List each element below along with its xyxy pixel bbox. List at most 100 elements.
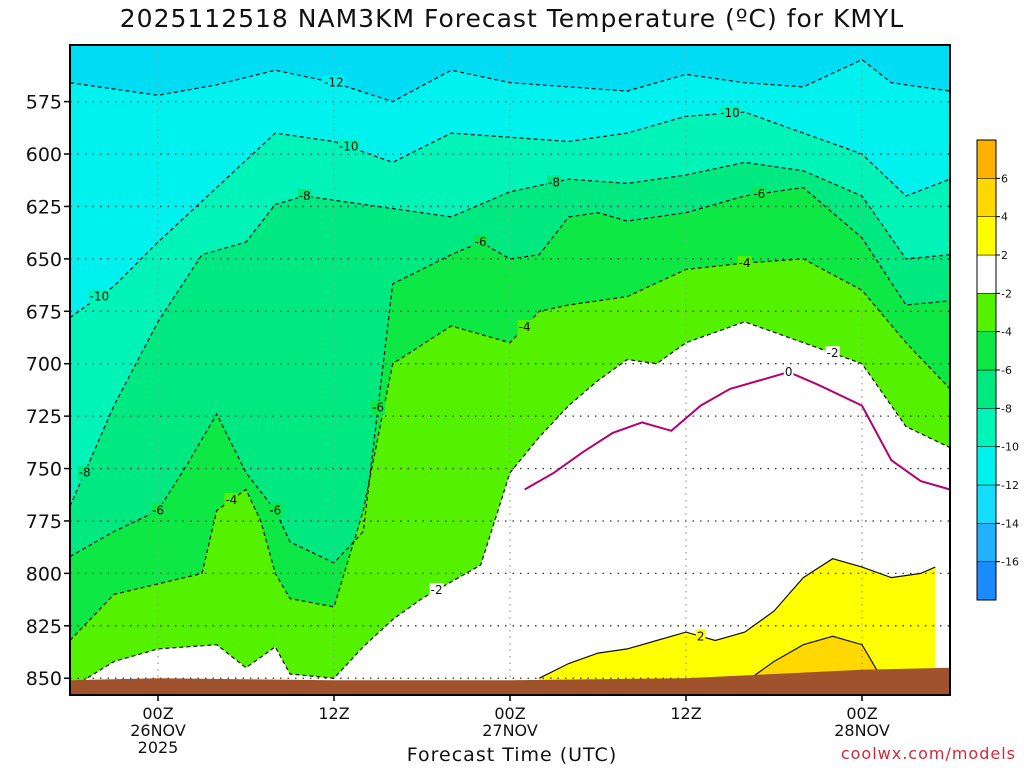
colorbar-swatch [976, 484, 997, 524]
colorbar-label: -6 [1001, 364, 1012, 377]
x-tick-label: 00Z [494, 704, 525, 723]
terrain-fill [70, 667, 950, 695]
contour-label-bg [151, 503, 165, 518]
y-tick-label: 850 [26, 668, 62, 690]
contour-line--2 [69, 321, 951, 690]
contour-label: -10 [90, 290, 110, 304]
contour-label: -6 [475, 235, 487, 249]
contour-label: -6 [269, 503, 281, 517]
colorbar-label: -16 [1001, 556, 1019, 569]
contour-label-bg [77, 465, 92, 480]
y-tick-label: 650 [26, 249, 62, 271]
contour-label: 0 [785, 365, 793, 379]
y-axis: 575 600 625 650 675 700 725 750 775 800 825 850 [26, 92, 70, 690]
contour-label: -4 [225, 493, 237, 507]
y-tick-label: 800 [26, 563, 62, 585]
contour-label: -2 [827, 346, 839, 360]
chart-title: 2025112518 NAM3KM Forecast Temperature (… [119, 4, 905, 33]
x-tick-label: 00Z [142, 704, 173, 723]
contour-line--10 [69, 111, 951, 319]
colorbar-swatch [976, 178, 997, 217]
contour-label-bg [695, 629, 706, 644]
y-tick-label: 725 [26, 406, 62, 428]
contour-label: -6 [753, 187, 765, 201]
colorbar-label: 2 [1001, 249, 1008, 262]
y-tick-label: 750 [26, 459, 62, 481]
x-tick-label: 28NOV [834, 721, 890, 740]
contour-label-bg [268, 503, 283, 518]
contour-label: -10 [339, 140, 359, 154]
colorbar-label: -10 [1001, 441, 1019, 454]
colorbar-label: -8 [1001, 402, 1012, 415]
y-tick-label: 625 [26, 196, 62, 218]
contour-label: -2 [431, 583, 443, 597]
contour-label-bg [371, 400, 385, 415]
contour-labels: -12 -10 -10 -10 -8 -8 -8 -6 -6 -6 -6 -4 -4 -4 -2 -2 0 2 -6 [77, 75, 840, 644]
contour-label-bg [719, 106, 741, 121]
y-tick-label: 575 [26, 92, 62, 114]
contour-label: -8 [548, 175, 560, 189]
colorbar-swatch [976, 408, 997, 447]
y-tick-label: 775 [26, 511, 62, 533]
contour-label: -10 [720, 106, 740, 120]
colorbar-label: 6 [1001, 172, 1008, 185]
colorbar-swatch [976, 216, 997, 256]
contour-label-bg [88, 289, 111, 304]
contour-line-2 [539, 558, 936, 679]
x-tick-label: 2025 [138, 738, 179, 757]
contour-label-bg [547, 175, 561, 190]
terrain [70, 667, 950, 695]
contour-label-bg [323, 75, 345, 90]
contour-label-bg [517, 320, 532, 335]
credit-link[interactable]: coolwx.com/models [840, 744, 1016, 763]
colorbar-swatch [976, 561, 997, 601]
contour-line--12 [69, 59, 951, 103]
contour-label: -6 [152, 503, 164, 517]
x-tick-label: 12Z [318, 704, 349, 723]
contour-label-bg [337, 139, 360, 154]
colorbar-swatch [976, 523, 997, 562]
contour-label-bg [783, 365, 794, 380]
contour-label-bg [752, 186, 767, 201]
contour-label: 2 [697, 629, 705, 643]
contour-label: -4 [519, 320, 531, 334]
y-tick-label: 675 [26, 301, 62, 323]
colorbar-label: -2 [1001, 287, 1012, 300]
colorbar-swatch [976, 331, 997, 371]
x-tick-label: 26NOV [130, 721, 186, 740]
contour-line-4 [744, 635, 878, 683]
colorbar-label: -14 [1001, 517, 1019, 530]
contour-label-bg [429, 583, 444, 598]
contour-line-0 [524, 371, 951, 491]
contour-label-bg [825, 346, 840, 361]
grid-lines [70, 45, 950, 695]
colorbar-swatch [976, 369, 997, 409]
y-tick-label: 700 [26, 354, 62, 376]
contour-line--4 [69, 258, 951, 641]
contour-label-bg [473, 235, 488, 250]
contour-label: -8 [299, 189, 311, 203]
band--2 [70, 321, 950, 695]
colorbar-label: 4 [1001, 211, 1008, 224]
colorbar: -16 -14 -12 -10 -8 -6 -4 -2 2 4 6 [976, 139, 1019, 601]
y-tick-label: 600 [26, 144, 62, 166]
x-tick-label: 12Z [670, 704, 701, 723]
contour-line--8 [69, 161, 951, 507]
contour-label: -4 [739, 256, 751, 270]
colorbar-swatch [976, 254, 997, 294]
contour-label: -8 [79, 466, 91, 480]
x-tick-label: 00Z [846, 704, 877, 723]
colorbar-swatch [976, 446, 997, 486]
colorbar-label: -4 [1001, 326, 1012, 339]
contour-label-bg [297, 188, 312, 203]
contour-label-bg [737, 256, 752, 271]
contour-label: -12 [324, 76, 344, 90]
contour-label-bg [224, 493, 239, 507]
x-tick-label: 27NOV [482, 721, 538, 740]
colorbar-swatch [976, 139, 997, 179]
colorbar-swatch [976, 293, 997, 332]
y-tick-label: 825 [26, 616, 62, 638]
colorbar-label: -12 [1001, 479, 1019, 492]
